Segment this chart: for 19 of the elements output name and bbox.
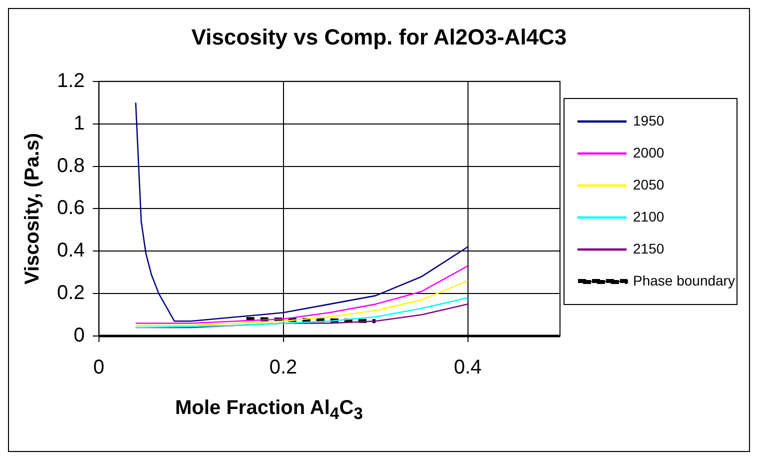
legend-label: 2150 bbox=[633, 240, 664, 256]
legend-label: 2100 bbox=[633, 208, 664, 224]
y-tick-label: 0.8 bbox=[56, 154, 85, 177]
y-tick-label: 0.2 bbox=[56, 282, 85, 304]
legend-label: 1950 bbox=[633, 112, 664, 128]
x-tick-label: 0.4 bbox=[454, 356, 482, 379]
chart-title: Viscosity vs Comp. for Al2O3-Al4C3 bbox=[191, 24, 567, 50]
x-axis-title: Mole Fraction Al$_{4}$C$_{3}$ bbox=[174, 397, 364, 424]
legend-label: 2050 bbox=[633, 176, 664, 192]
y-tick-label: 1.2 bbox=[56, 70, 85, 92]
y-axis-title: Viscosity, (Pa.s) bbox=[22, 132, 44, 284]
y-tick-label: 0.6 bbox=[56, 197, 85, 220]
x-tick-label: 0.2 bbox=[269, 356, 298, 379]
y-tick-label: 1 bbox=[74, 112, 85, 134]
x-tick-label: 0 bbox=[93, 356, 104, 379]
legend-label: 2000 bbox=[633, 144, 664, 160]
legend-label: Phase boundary bbox=[633, 272, 735, 288]
y-tick-label: 0 bbox=[74, 324, 85, 347]
y-tick-label: 0.4 bbox=[56, 240, 85, 262]
